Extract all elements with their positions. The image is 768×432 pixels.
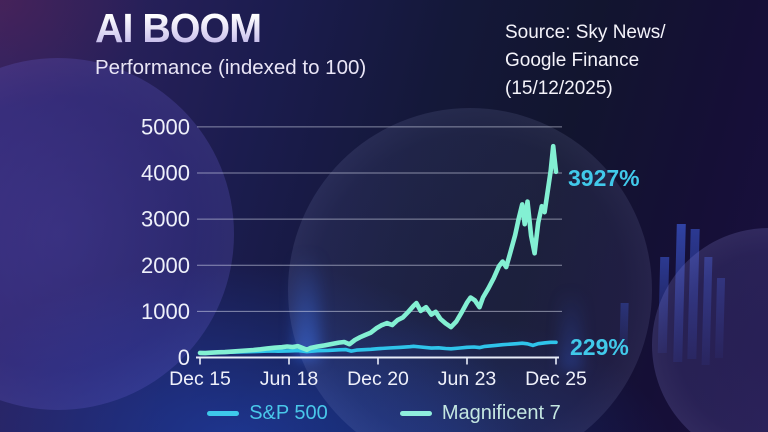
page-subtitle: Performance (indexed to 100)	[95, 56, 367, 79]
y-tick-label: 1000	[141, 299, 190, 324]
y-tick-label: 5000	[141, 114, 190, 139]
sp500-line	[198, 340, 558, 355]
source-attribution: Source: Sky News/ Google Finance (15/12/…	[505, 19, 666, 103]
magnificent7-line	[197, 143, 559, 356]
source-line: Source: Sky News/	[505, 22, 666, 43]
gridlines	[197, 126, 562, 312]
legend-label-sp500: S&P 500	[249, 401, 328, 424]
sp500-line-swatch-icon	[207, 410, 240, 416]
page-title: AI BOOM	[95, 5, 262, 51]
sp500-pct-label: 229%	[570, 334, 629, 360]
x-tick-label: Dec 15	[169, 368, 231, 390]
legend: S&P 500 Magnificent 7	[0, 399, 768, 427]
y-tick-label: 4000	[141, 161, 190, 186]
decor-sphere-center	[288, 108, 652, 432]
legend-label-magnificent7: Magnificent 7	[441, 401, 561, 424]
decor-glow-streak	[560, 290, 582, 370]
source-line: Google Finance	[505, 50, 640, 71]
decor-glow-streak	[294, 252, 320, 360]
x-tick-label: Dec 25	[525, 368, 587, 390]
legend-item-sp500: S&P 500	[207, 402, 328, 425]
x-tick-label: Jun 18	[260, 368, 319, 390]
magnificent7-pct-label: 3927%	[568, 165, 640, 191]
x-axis	[196, 356, 559, 365]
x-tick-label: Jun 23	[438, 368, 497, 390]
source-line: (15/12/2025)	[505, 78, 613, 99]
legend-item-magnificent7: Magnificent 7	[399, 401, 561, 425]
y-tick-label: 2000	[141, 253, 190, 278]
y-tick-label: 3000	[141, 207, 190, 232]
x-tick-label: Dec 20	[347, 368, 409, 390]
magnificent7-line-swatch-icon	[399, 410, 432, 416]
y-tick-label: 0	[178, 345, 190, 370]
